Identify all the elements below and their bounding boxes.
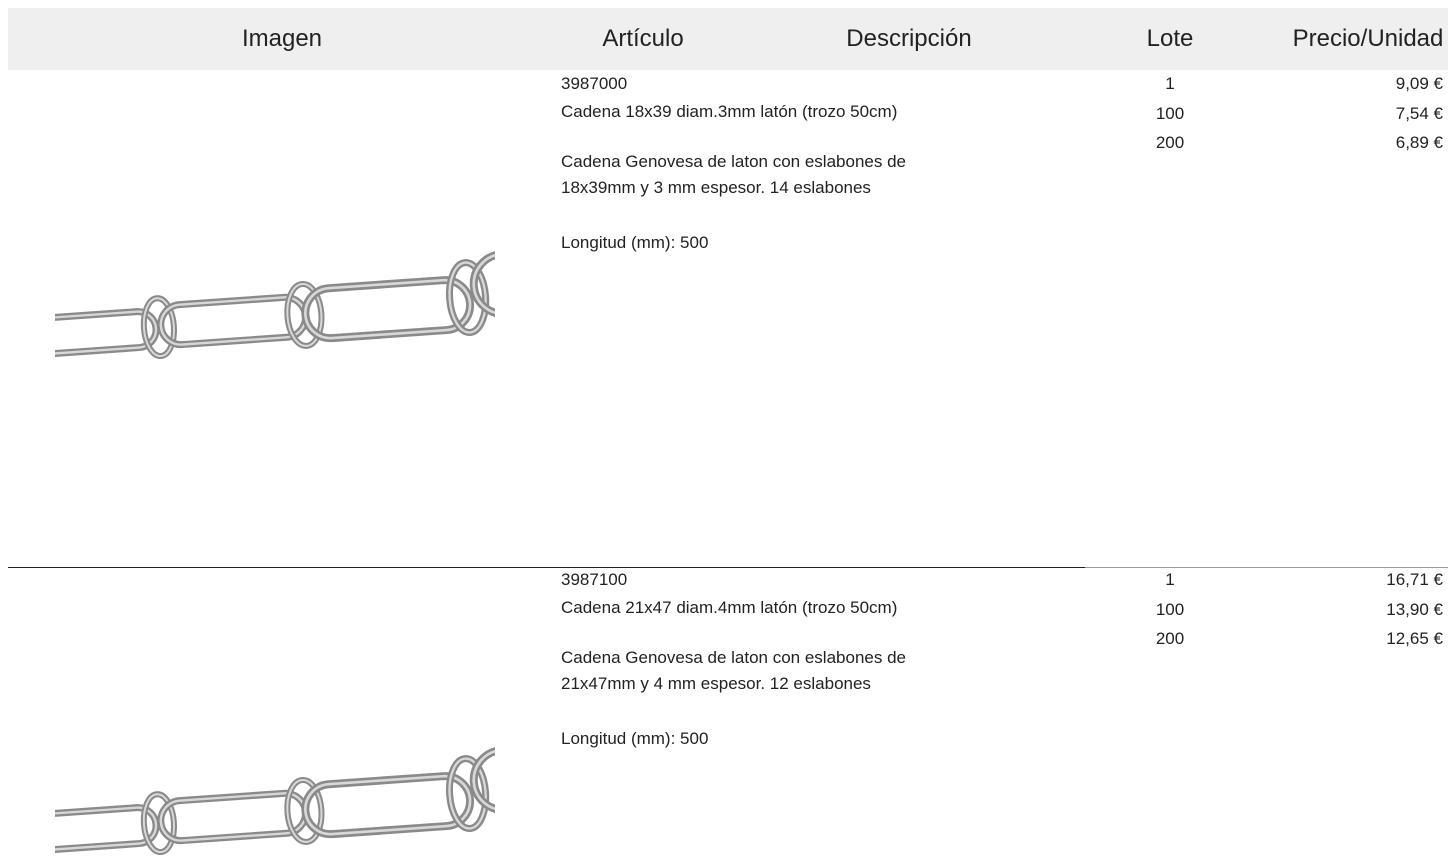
product-description: 21x47mm y 4 mm espesor. 12 eslabones bbox=[561, 674, 871, 693]
column-header: Lote bbox=[1146, 25, 1194, 52]
unit-price: 16,71 € bbox=[1386, 570, 1443, 589]
row-separator bbox=[1085, 567, 1448, 568]
unit-price: 7,54 € bbox=[1395, 103, 1443, 123]
column-header: Imagen bbox=[241, 25, 323, 52]
product-description: 18x39mm y 3 mm espesor. 14 eslabones bbox=[561, 178, 871, 197]
product-name: Cadena 18x39 diam.3mm latón (trozo 50cm) bbox=[561, 102, 898, 121]
lot-quantity: 1 bbox=[1165, 74, 1175, 93]
lot-quantity: 200 bbox=[1155, 629, 1185, 648]
product-code: 3987100 bbox=[561, 570, 628, 589]
product-length: Longitud (mm): 500 bbox=[561, 729, 709, 748]
table-header bbox=[8, 8, 1448, 70]
product-description: Cadena Genovesa de laton con eslabones d… bbox=[561, 152, 906, 171]
lot-quantity: 100 bbox=[1155, 599, 1185, 619]
column-header: Precio/Unidad bbox=[1292, 25, 1444, 52]
product-code: 3987000 bbox=[561, 74, 628, 93]
row-separator bbox=[8, 567, 1085, 568]
product-image bbox=[55, 247, 495, 360]
lot-quantity: 200 bbox=[1155, 133, 1185, 152]
lot-quantity: 100 bbox=[1155, 103, 1185, 123]
product-name: Cadena 21x47 diam.4mm latón (trozo 50cm) bbox=[561, 598, 898, 617]
column-header: Artículo bbox=[602, 25, 684, 52]
product-length: Longitud (mm): 500 bbox=[561, 233, 709, 252]
lot-quantity: 1 bbox=[1165, 570, 1175, 589]
product-image bbox=[55, 743, 495, 856]
unit-price: 9,09 € bbox=[1395, 74, 1443, 93]
unit-price: 12,65 € bbox=[1386, 629, 1443, 648]
unit-price: 13,90 € bbox=[1386, 599, 1443, 619]
column-header: Descripción bbox=[846, 25, 972, 52]
unit-price: 6,89 € bbox=[1395, 133, 1443, 152]
product-description: Cadena Genovesa de laton con eslabones d… bbox=[561, 648, 906, 667]
